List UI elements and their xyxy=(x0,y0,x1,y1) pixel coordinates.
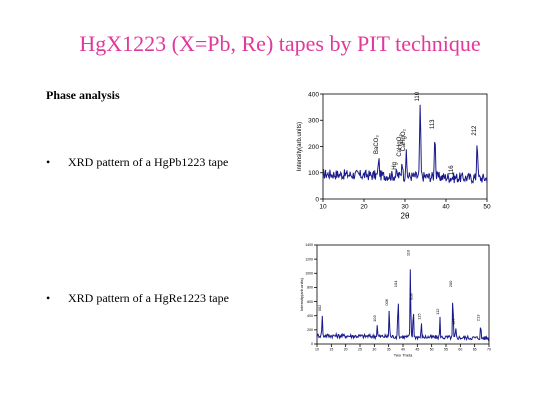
x-axis-label: 2θ xyxy=(401,212,410,221)
peak-label: 116 xyxy=(451,318,456,325)
y-tick-label: 200 xyxy=(307,328,313,332)
plot-frame xyxy=(316,244,490,345)
peak-label: BaCO₃ xyxy=(374,135,380,154)
bullet-marker: • xyxy=(46,291,51,305)
peak-label: 116 xyxy=(449,165,455,175)
bullet-item-hgpb1223: • XRD pattern of a HgPb1223 tape xyxy=(46,155,228,170)
y-tick-label: 100 xyxy=(308,170,319,177)
x-tick-label: 40 xyxy=(401,348,405,352)
peak-label: Hg xyxy=(392,162,398,170)
y-tick-label: 600 xyxy=(307,300,313,304)
peak-label: 212 xyxy=(472,125,478,136)
x-tick-label: 10 xyxy=(315,348,319,352)
x-tick-label: 30 xyxy=(401,204,409,211)
xrd-chart-hgpb1223: 10 20 30 40 50 0 100 200 300 400 BaCO₃ Hg CaHgO₂CaHg… xyxy=(297,91,491,221)
peak-label: 104 xyxy=(393,280,398,287)
x-tick-label: 45 xyxy=(415,348,419,352)
x-tick-label: 70 xyxy=(487,348,491,352)
x-tick-label: 50 xyxy=(430,348,434,352)
peak-label: 110 xyxy=(415,91,421,101)
x-tick-label: 15 xyxy=(329,348,333,352)
y-tick-label: 400 xyxy=(308,91,319,98)
x-tick-label: 55 xyxy=(444,348,448,352)
x-axis-label: Two Theta xyxy=(394,353,413,358)
peak-label: 115 xyxy=(416,313,421,320)
y-tick-label: 300 xyxy=(308,118,319,125)
y-tick-label: 0 xyxy=(311,342,313,346)
y-tick-label: 1200 xyxy=(305,257,313,261)
x-tick-label: 40 xyxy=(442,204,450,211)
xrd-trace xyxy=(322,104,488,185)
peak-label: 103 xyxy=(372,314,377,321)
y-tick-label: 1400 xyxy=(305,243,313,247)
peak-label: 002 xyxy=(317,304,322,311)
y-axis-label: Intensity(arb.units) xyxy=(297,122,303,171)
peak-label: 113 xyxy=(430,119,436,129)
y-tick-label: 0 xyxy=(315,196,319,203)
peak-label: CaHgO₂ xyxy=(397,134,403,157)
x-tick-label: 60 xyxy=(458,348,462,352)
x-tick-label: 10 xyxy=(319,204,327,211)
xrd-trace xyxy=(316,269,490,342)
y-axis-label: Intensity(arb.units) xyxy=(299,277,304,311)
x-tick-label: 65 xyxy=(473,348,477,352)
section-heading: Phase analysis xyxy=(46,88,120,102)
y-tick-label: 800 xyxy=(307,286,313,290)
y-tick-label: 400 xyxy=(307,314,313,318)
slide-title: HgX1223 (X=Pb, Re) tapes by PIT techniqu… xyxy=(79,31,481,56)
peak-label: 112 xyxy=(435,308,440,315)
xrd-chart-hgre1223: 10 15 20 25 30 35 40 45 50 55 60 65 70 0 200 400 600 800 1… xyxy=(299,243,491,358)
peak-label: 006 xyxy=(384,298,389,305)
y-tick-label: 1000 xyxy=(305,272,313,276)
x-tick-label: 30 xyxy=(372,348,376,352)
peak-label: 008 xyxy=(408,293,413,300)
x-tick-label: 25 xyxy=(358,348,362,352)
bullet-item-hgre1223: • XRD pattern of a HgRe1223 tape xyxy=(46,291,229,306)
bullet-text: XRD pattern of a HgPb1223 tape xyxy=(68,155,229,169)
bullet-marker: • xyxy=(46,155,51,169)
x-tick-label: 35 xyxy=(387,348,391,352)
peak-label: 200 xyxy=(448,280,453,287)
y-tick-label: 200 xyxy=(308,144,319,151)
x-tick-label: 50 xyxy=(483,204,491,211)
bullet-text: XRD pattern of a HgRe1223 tape xyxy=(68,291,229,305)
peak-label: CaHgO₂ xyxy=(401,128,407,151)
x-tick-label: 20 xyxy=(344,348,348,352)
peak-label: 213 xyxy=(476,314,481,321)
x-tick-label: 20 xyxy=(360,204,368,211)
peak-label: 110 xyxy=(405,249,410,256)
